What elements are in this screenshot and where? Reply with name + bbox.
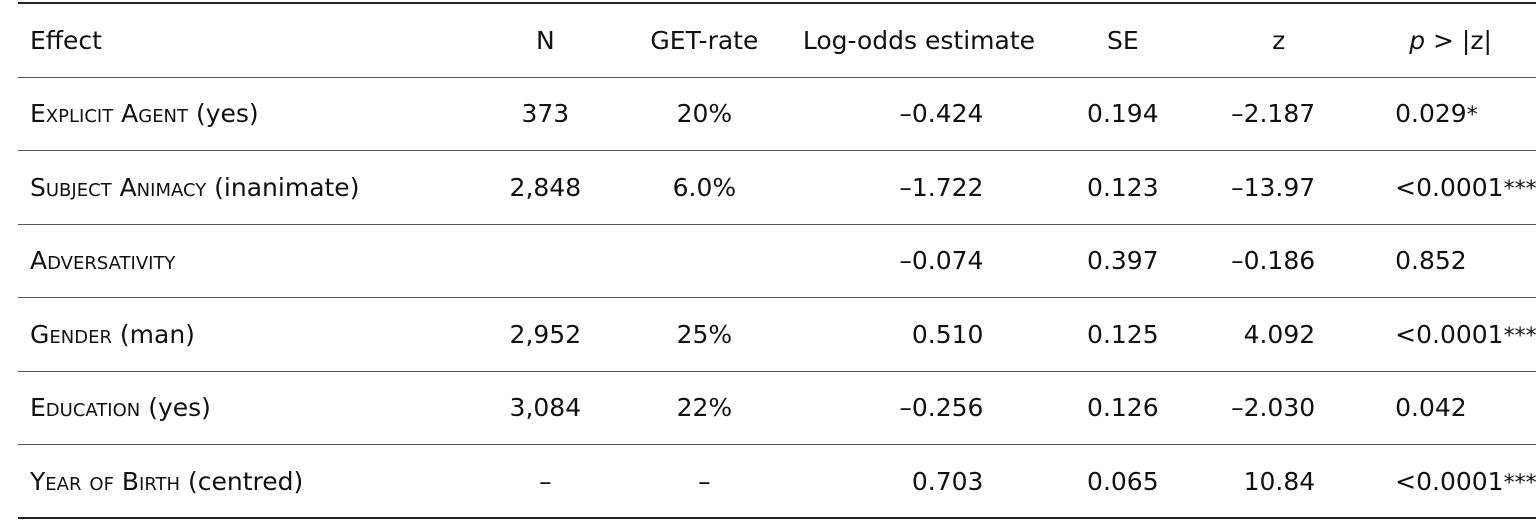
cell-effect: Gender (man) — [18, 298, 466, 372]
cell-effect: Subject Animacy (inanimate) — [18, 151, 466, 225]
significance-stars: *** — [1503, 176, 1537, 202]
cell-n: 3,084 — [509, 393, 582, 423]
table-body: Explicit Agent (yes) 373 20% –0.424 0.19… — [18, 77, 1537, 519]
cell-p: 0.029* — [1365, 77, 1536, 151]
p-value: 0.042 — [1395, 393, 1467, 423]
effect-level: (yes) — [140, 393, 211, 423]
effect-level: (yes) — [188, 99, 259, 129]
header-p-symbol: p — [1409, 25, 1426, 55]
cell-z: –0.186 — [1231, 246, 1316, 276]
cell-se: 0.126 — [1087, 393, 1159, 423]
header-se: SE — [1107, 25, 1139, 55]
cell-se: 0.123 — [1087, 172, 1159, 202]
effect-name: Subject Animacy — [30, 172, 207, 202]
cell-estimate: –1.722 — [899, 172, 984, 202]
table-row: Explicit Agent (yes) 373 20% –0.424 0.19… — [18, 77, 1536, 151]
effect-name: Education — [30, 393, 141, 423]
cell-p: <0.0001*** — [1365, 151, 1536, 225]
cell-estimate: –0.424 — [899, 99, 984, 129]
cell-estimate: –0.074 — [899, 246, 984, 276]
effect-name: Year of Birth — [30, 466, 181, 496]
significance-stars: *** — [1503, 470, 1537, 496]
cell-estimate: 0.510 — [911, 319, 984, 349]
header-effect: Effect — [30, 25, 102, 55]
cell-get-rate: 22% — [676, 393, 733, 423]
header-p-condition: > |z| — [1425, 25, 1492, 55]
table-row: Gender (man) 2,952 25% 0.510 0.125 4.092… — [18, 298, 1537, 372]
cell-n: 373 — [521, 99, 570, 129]
table-row: Education (yes) 3,084 22% –0.256 0.126 –… — [18, 371, 1536, 445]
cell-n: – — [539, 466, 552, 496]
cell-get-rate: 6.0% — [672, 172, 737, 202]
cell-n — [466, 224, 624, 298]
cell-effect: Explicit Agent (yes) — [18, 77, 466, 151]
effect-name: Gender — [30, 319, 112, 349]
header-log-odds-estimate: Log-odds estimate — [802, 25, 1036, 55]
cell-p: <0.0001*** — [1365, 298, 1536, 372]
cell-z: 10.84 — [1243, 466, 1316, 496]
p-value: <0.0001 — [1395, 319, 1504, 349]
cell-get-rate — [624, 224, 784, 298]
cell-se: 0.125 — [1087, 319, 1159, 349]
cell-z: 4.092 — [1243, 319, 1316, 349]
cell-n: 2,952 — [509, 319, 582, 349]
regression-results-table: Effect N GET-rate Log-odds estimate SE z… — [18, 2, 1537, 519]
header-n: N — [535, 25, 555, 55]
significance-stars: *** — [1503, 323, 1537, 349]
header-row: Effect N GET-rate Log-odds estimate SE z… — [18, 3, 1536, 77]
header-get-rate: GET-rate — [650, 25, 759, 55]
table-header: Effect N GET-rate Log-odds estimate SE z… — [18, 3, 1536, 77]
cell-n: 2,848 — [509, 172, 582, 202]
cell-get-rate: – — [698, 466, 711, 496]
effect-name: Adversativity — [30, 246, 176, 276]
effect-level: (inanimate) — [206, 172, 360, 202]
cell-estimate: 0.703 — [911, 466, 984, 496]
cell-se: 0.065 — [1087, 466, 1159, 496]
cell-get-rate: 25% — [676, 319, 733, 349]
cell-p: 0.852 — [1365, 224, 1536, 298]
cell-p: 0.042 — [1365, 371, 1536, 445]
cell-p: <0.0001*** — [1365, 445, 1536, 519]
cell-z: –2.030 — [1231, 393, 1316, 423]
cell-se: 0.397 — [1087, 246, 1159, 276]
cell-z: –2.187 — [1231, 99, 1316, 129]
cell-estimate: –0.256 — [899, 393, 984, 423]
p-value: <0.0001 — [1395, 172, 1504, 202]
regression-table-container: Effect N GET-rate Log-odds estimate SE z… — [18, 2, 1537, 519]
header-p-value: p > |z| — [1365, 3, 1536, 77]
p-value: 0.029 — [1395, 99, 1467, 129]
p-value: <0.0001 — [1395, 466, 1504, 496]
table-row: Adversativity –0.074 0.397 –0.186 0.852 — [18, 224, 1536, 298]
cell-se: 0.194 — [1087, 99, 1159, 129]
header-z: z — [1272, 25, 1286, 55]
cell-effect: Year of Birth (centred) — [18, 445, 466, 519]
table-row: Year of Birth (centred) – – 0.703 0.065 … — [18, 445, 1537, 519]
cell-get-rate: 20% — [676, 99, 733, 129]
cell-effect: Education (yes) — [18, 371, 466, 445]
significance-stars: * — [1466, 103, 1478, 129]
cell-z: –13.97 — [1231, 172, 1316, 202]
p-value: 0.852 — [1395, 246, 1467, 276]
table-row: Subject Animacy (inanimate) 2,848 6.0% –… — [18, 151, 1537, 225]
effect-level: (man) — [111, 319, 195, 349]
effect-level: (centred) — [180, 466, 304, 496]
cell-effect: Adversativity — [18, 224, 466, 298]
effect-name: Explicit Agent — [30, 99, 189, 129]
